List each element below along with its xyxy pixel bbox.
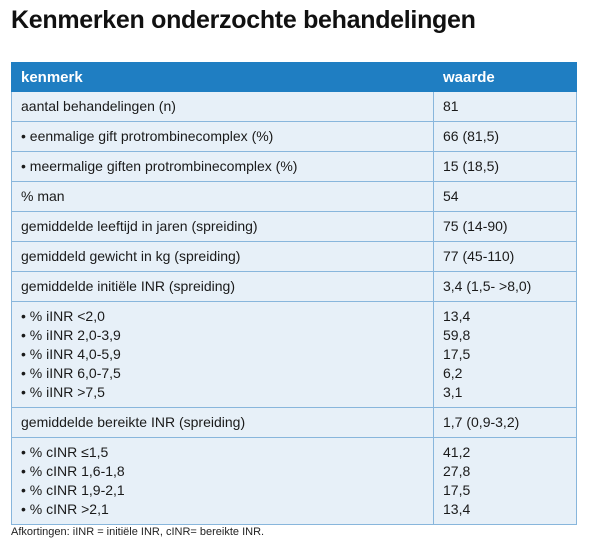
cell-line: 6,2 (443, 365, 463, 381)
cell-line: • % cINR 1,9-2,1 (21, 482, 125, 498)
table-cell: • eenmalige gift protrombinecomplex (%) (11, 121, 434, 152)
table-cell: • % cINR ≤1,5 • % cINR 1,6-1,8 • % cINR 1,… (11, 437, 434, 525)
characteristics-table: kenmerk waarde aantal behandelingen (n) 81… (11, 62, 577, 525)
table-cell: gemiddeld gewicht in kg (spreiding) (11, 241, 434, 272)
table-cell: aantal behandelingen (n) (11, 91, 434, 122)
column-header: kenmerk (11, 62, 434, 92)
table-cell: gemiddelde leeftijd in jaren (spreiding) (11, 211, 434, 242)
table-cell: gemiddelde initiële INR (spreiding) (11, 271, 434, 302)
cell-line: • % iINR 4,0-5,9 (21, 346, 121, 362)
table-row: • % cINR ≤1,5 • % cINR 1,6-1,8 • % cINR 1,… (11, 437, 577, 525)
table-cell: • % iINR <2,0 • % iINR 2,0-3,9 • % iINR 4,… (11, 301, 434, 408)
table-row: % man 54 (11, 181, 577, 212)
table-cell: 15 (18,5) (433, 151, 577, 182)
cell-line: • % cINR >2,1 (21, 501, 109, 517)
table-row: • % iINR <2,0 • % iINR 2,0-3,9 • % iINR 4,… (11, 301, 577, 408)
table-cell: 75 (14-90) (433, 211, 577, 242)
header-row: kenmerk waarde (11, 62, 577, 92)
cell-line: 41,2 (443, 444, 471, 460)
table-head: kenmerk waarde (11, 62, 577, 92)
cell-line: 17,5 (443, 482, 471, 498)
title: Kenmerken onderzochte behandelingen (11, 6, 476, 34)
table-cell: 54 (433, 181, 577, 212)
table-cell: 13,4 59,8 17,5 6,2 3,1 (433, 301, 577, 408)
table-cell: 81 (433, 91, 577, 122)
table-row: aantal behandelingen (n) 81 (11, 91, 577, 122)
cell-line: • % iINR 6,0-7,5 (21, 365, 121, 381)
cell-line: • % iINR <2,0 (21, 308, 105, 324)
table-cell: 1,7 (0,9-3,2) (433, 407, 577, 438)
column-header: waarde (433, 62, 577, 92)
cell-line: 17,5 (443, 346, 471, 362)
cell-line: 3,1 (443, 384, 463, 400)
table-cell: 77 (45-110) (433, 241, 577, 272)
cell-line: 27,8 (443, 463, 471, 479)
table-row: • eenmalige gift protrombinecomplex (%) 6… (11, 121, 577, 152)
table-cell: 41,2 27,8 17,5 13,4 (433, 437, 577, 525)
table-row: gemiddelde initiële INR (spreiding) 3,4 (… (11, 271, 577, 302)
cell-line: • % cINR ≤1,5 (21, 444, 109, 460)
cell-line: • % iINR 2,0-3,9 (21, 327, 121, 343)
cell-line: • % cINR 1,6-1,8 (21, 463, 125, 479)
table-cell: % man (11, 181, 434, 212)
cell-line: 13,4 (443, 501, 471, 517)
cell-line: 13,4 (443, 308, 471, 324)
table-row: gemiddeld gewicht in kg (spreiding) 77 (4… (11, 241, 577, 272)
table-row: gemiddelde leeftijd in jaren (spreiding)… (11, 211, 577, 242)
table-cell: 3,4 (1,5- >8,0) (433, 271, 577, 302)
table-cell: • meermalige giften protrombinecomplex (… (11, 151, 434, 182)
cell-line: • % iINR >7,5 (21, 384, 105, 400)
table-cell: gemiddelde bereikte INR (spreiding) (11, 407, 434, 438)
cell-line: 59,8 (443, 327, 471, 343)
footnote: Afkortingen: iINR = initiële INR, cINR= … (11, 526, 265, 538)
table-row: gemiddelde bereikte INR (spreiding) 1,7 (… (11, 407, 577, 438)
table-row: • meermalige giften protrombinecomplex (… (11, 151, 577, 182)
table-body: aantal behandelingen (n) 81 • eenmalige gi… (11, 91, 577, 525)
table-cell: 66 (81,5) (433, 121, 577, 152)
